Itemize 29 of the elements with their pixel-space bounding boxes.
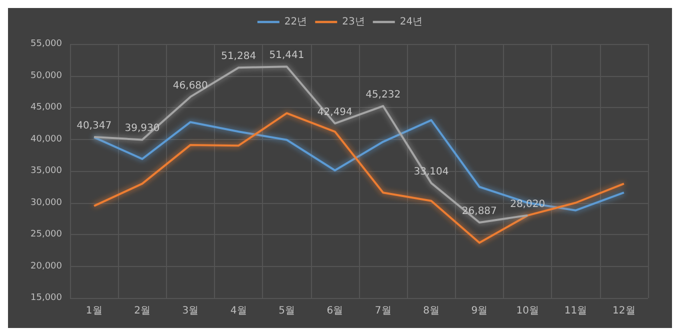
y-tick-label: 55,000 [30,39,62,49]
y-tick-label: 45,000 [30,102,62,112]
y-tick-label: 50,000 [30,70,62,81]
data-label: 51,441 [269,50,304,62]
legend-label: 23년 [342,16,365,28]
y-tick-label: 20,000 [30,261,62,272]
x-tick-label: 11월 [564,306,588,316]
data-label: 51,284 [221,51,256,62]
x-tick-label: 7월 [374,306,392,316]
x-tick-label: 3월 [182,306,199,316]
x-tick-label: 8월 [423,306,440,316]
y-tick-label: 25,000 [30,230,62,240]
y-tick-label: 40,000 [30,134,62,144]
x-tick-label: 9월 [471,306,488,316]
data-label: 46,680 [172,80,208,92]
x-tick-label: 10월 [516,306,539,316]
data-label: 45,232 [366,90,401,101]
y-tick-label: 30,000 [30,198,62,208]
x-tick-label: 5월 [278,306,295,316]
legend-label: 24년 [400,16,423,28]
y-tick-label: 35,000 [30,166,62,176]
y-tick-label: 15,000 [30,293,62,303]
legend-label: 22년 [284,16,308,28]
x-tick-label: 4월 [230,306,247,316]
x-tick-label: 6월 [326,306,344,316]
x-tick-label: 1월 [86,306,102,316]
data-label: 40,347 [76,120,112,132]
x-tick-label: 12월 [612,306,636,316]
x-tick-label: 2월 [134,306,150,316]
